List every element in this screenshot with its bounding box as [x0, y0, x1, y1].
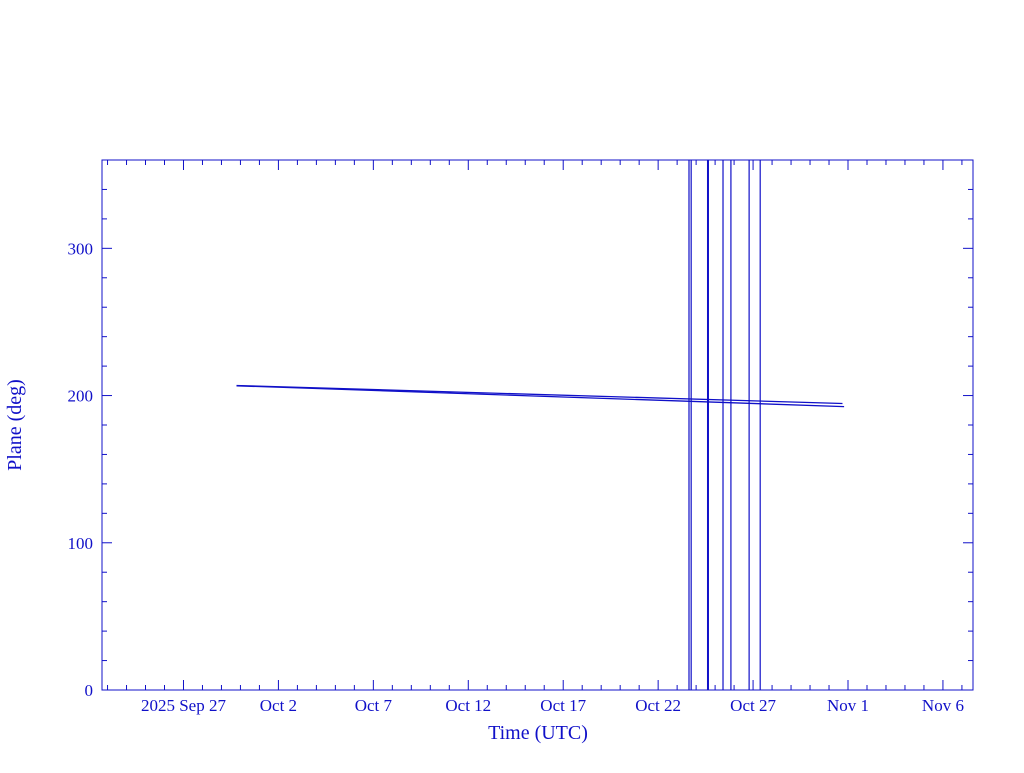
y-tick-label: 0 [85, 681, 94, 700]
data-marks [236, 160, 845, 690]
x-axis-label: Time (UTC) [488, 722, 588, 744]
x-tick-label: Nov 6 [922, 696, 964, 715]
y-tick-label: 200 [68, 387, 94, 406]
x-tick-label: Oct 12 [445, 696, 491, 715]
x-tick-label: Nov 1 [827, 696, 869, 715]
x-tick-label: Oct 2 [260, 696, 297, 715]
y-tick-label: 300 [68, 239, 94, 258]
x-tick-label: Oct 22 [635, 696, 681, 715]
series-line-1 [236, 385, 845, 408]
y-axis-label: Plane (deg) [4, 379, 26, 471]
tick-labels: 2025 Sep 27 Oct 2 Oct 7 Oct 12 Oct 17 Oct 22 O… [68, 239, 964, 715]
x-tick-label: 2025 Sep 27 [141, 696, 227, 715]
y-tick-label: 100 [68, 534, 94, 553]
x-tick-label: Oct 7 [355, 696, 393, 715]
axis-ticks [102, 159, 973, 691]
x-tick-label: Oct 27 [730, 696, 776, 715]
x-tick-label: Oct 17 [540, 696, 586, 715]
series-line-0 [236, 384, 843, 405]
plot-frame [101, 159, 974, 691]
